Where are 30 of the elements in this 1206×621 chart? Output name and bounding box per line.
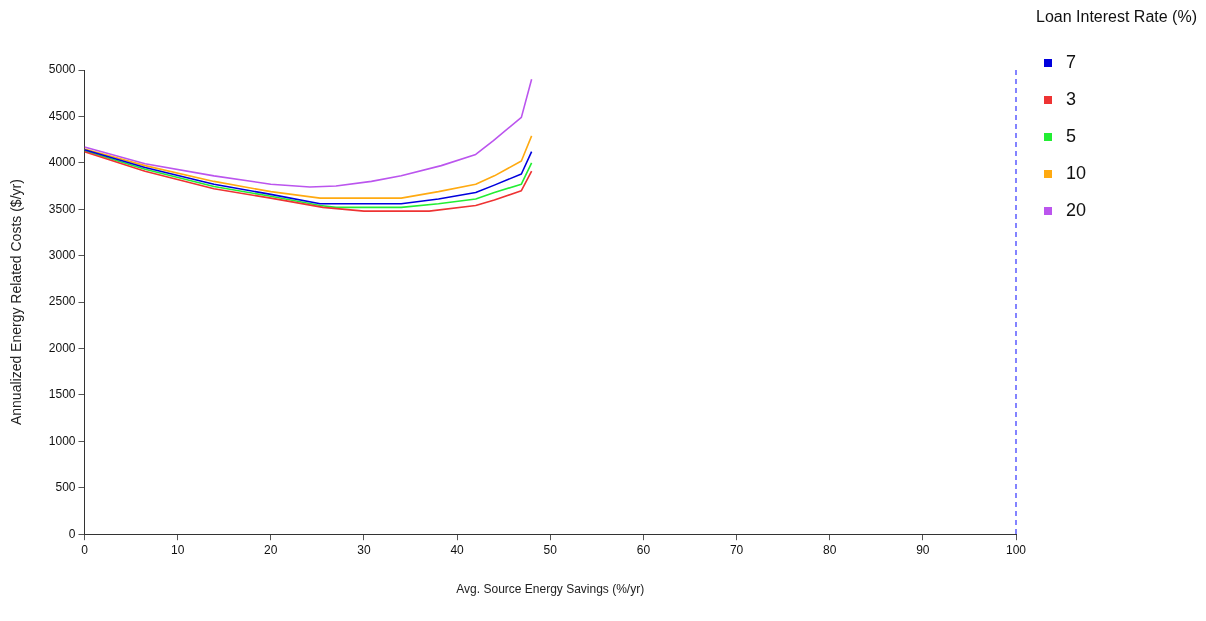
y-axis-title: Annualized Energy Related Costs ($/yr) [8, 179, 25, 426]
x-tick-label: 50 [543, 542, 558, 557]
x-tick-label: 0 [81, 542, 89, 557]
y-tick-label: 3500 [48, 201, 76, 216]
y-tick-label: 2500 [48, 294, 76, 309]
x-tick-label: 60 [636, 542, 651, 557]
y-tick-label: 500 [55, 480, 76, 495]
x-tick-label: 20 [264, 542, 278, 557]
y-tick-label: 4000 [48, 155, 76, 170]
legend-title: Loan Interest Rate (%) [1036, 8, 1197, 26]
x-tick-label: 10 [170, 542, 185, 557]
y-tick-label: 3000 [48, 247, 76, 262]
legend-label: 10 [1066, 163, 1087, 184]
legend-label: 7 [1066, 52, 1077, 73]
x-tick-label: 90 [916, 542, 930, 557]
x-axis-title: Avg. Source Energy Savings (%/yr) [456, 582, 645, 597]
y-tick-label: 4500 [48, 108, 76, 123]
y-tick-label: 0 [68, 526, 76, 541]
legend-label: 3 [1066, 89, 1077, 110]
y-tick-label: 5000 [48, 62, 76, 77]
y-tick-label: 1500 [48, 387, 76, 402]
x-tick-label: 40 [450, 542, 465, 557]
legend-label: 20 [1066, 200, 1087, 221]
x-tick-label: 100 [1005, 542, 1027, 557]
y-tick-label: 2000 [48, 340, 76, 355]
y-tick-label: 1000 [48, 433, 76, 448]
legend-label: 5 [1066, 126, 1077, 147]
x-tick-label: 70 [729, 542, 744, 557]
x-tick-label: 30 [357, 542, 371, 557]
x-tick-label: 80 [823, 542, 837, 557]
